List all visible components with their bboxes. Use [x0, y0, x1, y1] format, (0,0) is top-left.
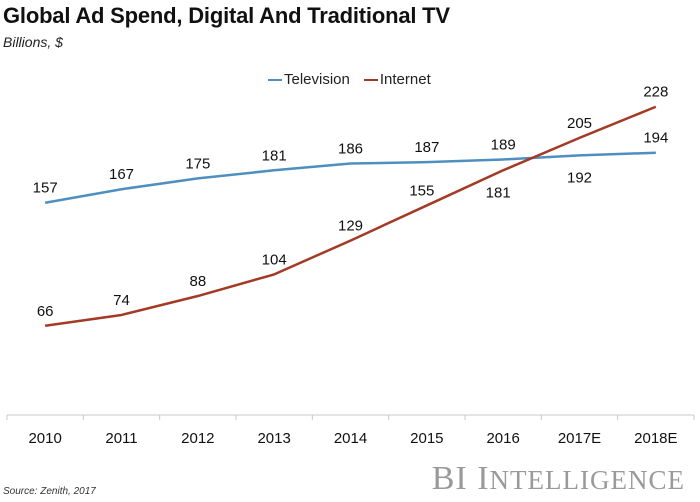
data-label-television: 167: [109, 166, 134, 183]
x-tick-label: 2014: [334, 430, 367, 447]
x-tick-label: 2016: [486, 430, 519, 447]
x-tick-label: 2018E: [634, 430, 677, 447]
x-tick-label: 2015: [410, 430, 443, 447]
legend-item-internet: Internet: [363, 71, 431, 88]
data-label-television: 189: [491, 136, 516, 153]
data-label-television: 192: [567, 169, 592, 186]
source-note: Source: Zenith, 2017: [3, 486, 96, 497]
brand-rest: NTELLIGENCE: [489, 465, 685, 495]
legend: Television Internet: [268, 71, 445, 88]
chart-subtitle: Billions, $: [3, 34, 63, 50]
data-label-internet: 155: [409, 182, 434, 199]
data-label-internet: 205: [567, 115, 592, 132]
data-label-television: 194: [643, 130, 668, 147]
data-label-television: 157: [33, 180, 58, 197]
legend-label-television: Television: [284, 71, 350, 88]
brand-logo: BI INTELLIGENCE: [432, 460, 685, 498]
data-label-internet: 228: [643, 84, 668, 101]
data-label-television: 186: [338, 141, 363, 158]
brand-i: I: [477, 460, 490, 497]
chart-title: Global Ad Spend, Digital And Traditional…: [3, 3, 450, 28]
data-label-television: 187: [414, 139, 439, 156]
legend-label-internet: Internet: [379, 71, 431, 88]
x-tick-label: 2017E: [558, 430, 601, 447]
data-label-internet: 104: [262, 251, 287, 268]
series-line-internet: [44, 105, 657, 328]
data-label-television: 181: [262, 147, 287, 164]
data-label-television: 175: [185, 155, 210, 172]
series-line-television: [44, 151, 656, 204]
data-label-internet: 74: [113, 292, 130, 309]
data-label-internet: 88: [189, 273, 206, 290]
x-tick-label: 2012: [181, 430, 214, 447]
x-tick-label: 2011: [105, 430, 137, 447]
data-label-internet: 66: [37, 303, 54, 320]
data-label-internet: 181: [486, 184, 511, 201]
legend-item-television: Television: [268, 71, 350, 88]
legend-swatch-internet: [363, 78, 378, 81]
x-tick-label: 2013: [257, 430, 290, 447]
brand-bi: BI: [431, 460, 468, 497]
x-tick-label: 2010: [28, 430, 61, 447]
data-label-internet: 129: [338, 218, 363, 235]
legend-swatch-television: [268, 78, 282, 81]
